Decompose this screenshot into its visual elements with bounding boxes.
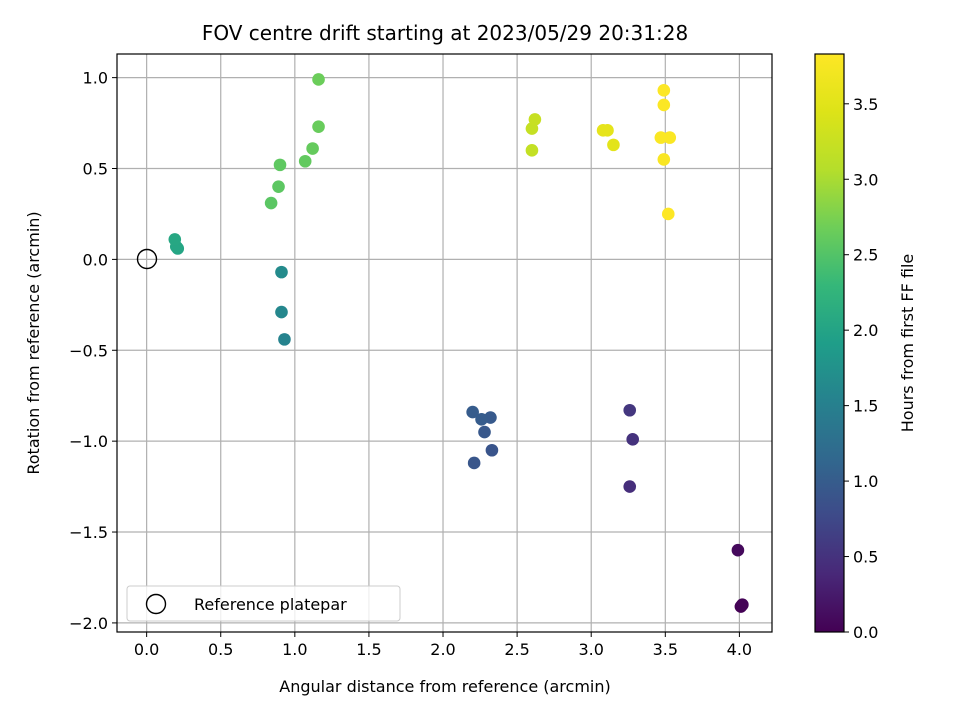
data-point xyxy=(607,138,620,152)
data-point xyxy=(272,180,285,193)
data-point xyxy=(657,98,671,112)
y-tick-label: 0.5 xyxy=(83,160,108,179)
x-tick-label: 2.5 xyxy=(504,640,529,659)
data-point xyxy=(485,443,499,457)
data-point xyxy=(467,456,481,470)
y-axis-ticks: 1.0 0.5 0.0 −0.5 −1.0 −1.5 −2.0 xyxy=(69,69,117,633)
x-tick-label: 1.5 xyxy=(356,640,381,659)
data-point xyxy=(663,131,677,144)
y-tick-label: 0.0 xyxy=(83,250,108,269)
colorbar-tick-label: 2.5 xyxy=(853,246,878,265)
y-tick-label: 1.0 xyxy=(83,69,108,88)
data-point xyxy=(525,144,539,157)
data-point xyxy=(273,158,287,172)
colorbar-label: Hours from first FF file xyxy=(898,254,917,433)
data-point xyxy=(466,405,479,419)
data-point xyxy=(278,333,291,346)
plot-frame xyxy=(116,53,773,633)
colorbar-frame xyxy=(814,53,845,633)
reference-point-marker xyxy=(136,248,158,270)
chart-title: FOV centre drift starting at 2023/05/29 … xyxy=(202,21,688,45)
data-point xyxy=(623,480,637,493)
y-tick-label: −1.0 xyxy=(69,432,108,451)
data-point xyxy=(275,305,288,319)
colorbar-tick-label: 3.0 xyxy=(853,170,878,189)
y-tick-label: −0.5 xyxy=(69,341,108,360)
scatter-points xyxy=(168,73,749,613)
y-tick-label: −1.5 xyxy=(69,523,108,542)
x-tick-label: 3.5 xyxy=(653,640,678,659)
data-point xyxy=(528,113,542,126)
data-point xyxy=(731,543,745,557)
grid-lines xyxy=(117,54,772,632)
colorbar: 0.0 0.5 1.0 1.5 2.0 2.5 3.0 3.5 Hours from firs… xyxy=(814,53,917,642)
colorbar-ticks: 0.0 0.5 1.0 1.5 2.0 2.5 3.0 3.5 xyxy=(844,95,878,642)
colorbar-tick-label: 0.0 xyxy=(853,623,878,642)
x-tick-label: 1.0 xyxy=(282,640,307,659)
legend-marker-icon xyxy=(145,593,167,615)
data-point xyxy=(475,413,488,426)
x-axis-label: Angular distance from reference (arcmin) xyxy=(279,677,610,696)
legend-box xyxy=(126,585,401,622)
data-point xyxy=(657,84,671,97)
legend-entry-reference-platepar: Reference platepar xyxy=(194,595,347,614)
colorbar-tick-label: 1.5 xyxy=(853,397,878,416)
data-point xyxy=(736,598,749,612)
data-point xyxy=(626,433,640,446)
x-tick-label: 0.0 xyxy=(134,640,159,659)
legend: Reference platepar xyxy=(126,585,401,622)
data-point xyxy=(264,196,278,210)
x-tick-label: 2.0 xyxy=(430,640,455,659)
x-tick-label: 0.5 xyxy=(208,640,233,659)
data-point xyxy=(596,124,610,137)
data-point xyxy=(312,73,325,86)
data-point xyxy=(661,207,675,221)
x-axis-ticks: 0.0 0.5 1.0 1.5 2.0 2.5 3.0 3.5 4.0 xyxy=(134,632,752,659)
data-point xyxy=(306,142,319,155)
data-point xyxy=(275,265,288,279)
x-tick-label: 3.0 xyxy=(578,640,603,659)
data-point xyxy=(654,131,668,144)
colorbar-tick-label: 1.0 xyxy=(853,472,878,491)
y-tick-label: −2.0 xyxy=(69,614,108,633)
data-point xyxy=(312,120,325,134)
y-axis-label: Rotation from reference (arcmin) xyxy=(24,211,43,474)
x-tick-label: 4.0 xyxy=(727,640,752,659)
colorbar-tick-label: 2.0 xyxy=(853,321,878,340)
colorbar-tick-label: 3.5 xyxy=(853,95,878,114)
data-point xyxy=(657,153,671,166)
data-point xyxy=(623,403,637,417)
data-point xyxy=(478,425,491,439)
data-point xyxy=(168,233,182,246)
colorbar-tick-label: 0.5 xyxy=(853,548,878,567)
data-point xyxy=(298,154,312,168)
colorbar-gradient xyxy=(815,54,844,632)
